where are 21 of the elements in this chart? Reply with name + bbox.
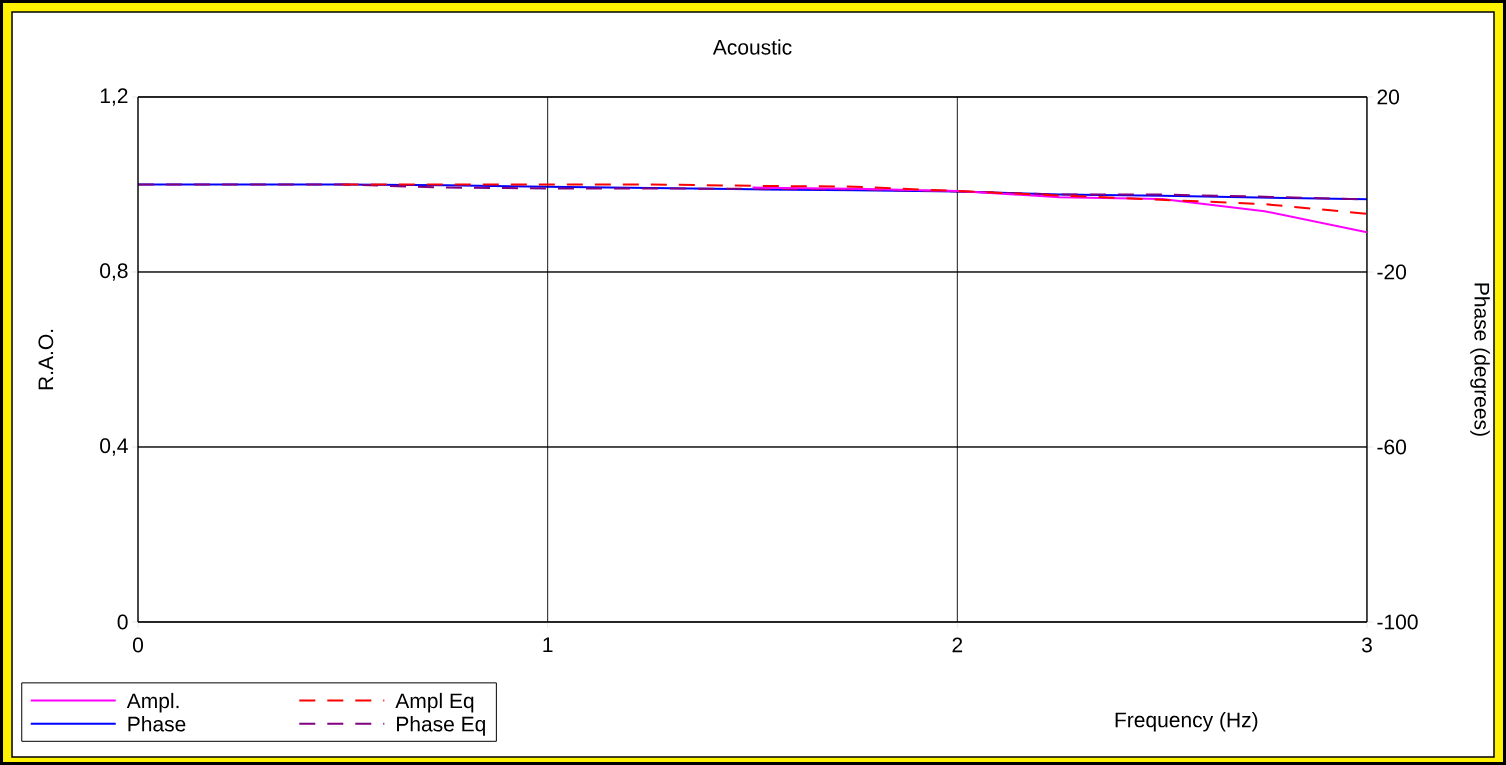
y-tick-label: 0 [117, 614, 128, 630]
y2-tick-label: -100 [1377, 614, 1418, 630]
x-tick-label: 0 [132, 637, 144, 653]
y-tick-label: 0,8 [100, 263, 128, 281]
y2-tick-label: -20 [1377, 264, 1407, 280]
x-tick-label: 3 [1361, 637, 1372, 653]
y2-tick-label: 20 [1377, 89, 1400, 105]
chart-title: Acoustic [712, 39, 792, 55]
legend-label: Ampl. [126, 692, 179, 713]
line-series [751, 186, 1367, 234]
y-tick-label: 1,2 [100, 88, 128, 106]
x-axis-title: Frequency (Hz) [1115, 711, 1258, 732]
y-tick-label: 0,4 [100, 438, 128, 456]
legend-label: Phase [128, 716, 186, 732]
y2-tick-label: -60 [1377, 439, 1407, 455]
legend-label: Phase Eq [397, 716, 485, 736]
x-tick-label: 1 [543, 637, 553, 652]
y2-axis-title: Phase (degrees) [1470, 283, 1490, 436]
x-tick-label: 2 [952, 637, 963, 653]
legend-label: Ampl Eq [395, 692, 474, 713]
y-axis-title: R.A.O. [38, 329, 54, 390]
